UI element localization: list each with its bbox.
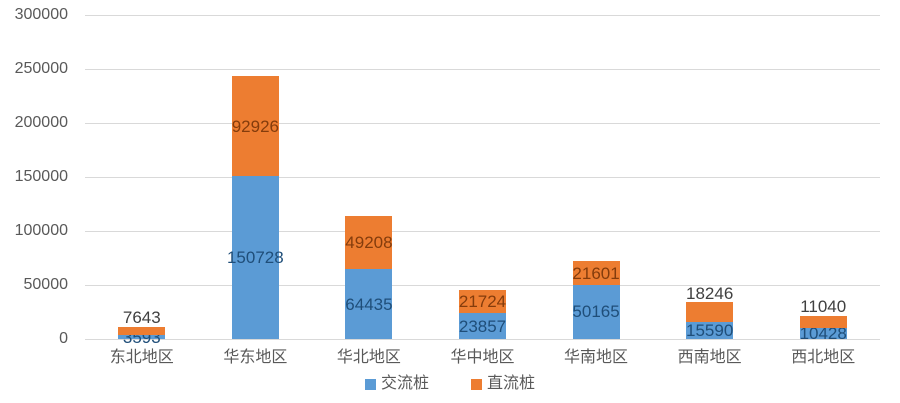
y-axis-tick-label: 250000 (14, 60, 68, 77)
bar-segment-ac (231, 176, 279, 339)
data-label-dc: 21724 (458, 292, 507, 311)
bar-segment-ac (459, 313, 506, 339)
data-label-ac: 23857 (458, 316, 507, 336)
legend-item-dc: 直流桩 (471, 374, 535, 394)
bar-segment-dc (345, 216, 393, 270)
x-axis-category-label: 华东地区 (223, 349, 288, 366)
x-axis-category-label: 华北地区 (336, 349, 401, 366)
gridline (85, 14, 880, 16)
bar-segment-dc (231, 75, 279, 177)
bar-segment-ac (345, 269, 393, 339)
legend-item-ac: 交流桩 (364, 374, 429, 394)
x-axis-category-label: 华中地区 (450, 349, 515, 366)
gridline (85, 284, 880, 286)
bar-segment-dc (799, 315, 847, 328)
legend-label-dc: 直流桩 (487, 375, 536, 392)
legend-label-ac: 交流桩 (380, 375, 429, 392)
bar-segment-dc (118, 326, 166, 336)
legend: 交流桩 直流桩 (0, 374, 900, 394)
data-label-dc: 49208 (345, 233, 393, 253)
data-label-dc: 7643 (122, 308, 161, 328)
y-axis-tick-label: 200000 (14, 114, 68, 131)
x-axis-category-label: 华南地区 (564, 349, 629, 366)
bar-segment-ac (572, 284, 620, 339)
data-label-ac: 10428 (799, 323, 847, 343)
gridline (85, 122, 880, 124)
x-axis-category-label: 西北地区 (791, 349, 856, 366)
bar-segment-ac (118, 335, 166, 339)
data-label-dc: 18246 (686, 283, 734, 303)
bar-segment-dc (686, 302, 734, 323)
legend-swatch-ac-icon (364, 378, 376, 390)
y-axis-tick-label: 300000 (14, 6, 68, 23)
y-axis-tick-label: 50000 (23, 276, 69, 293)
bar-segment-dc (459, 289, 506, 314)
x-axis-category-label: 东北地区 (109, 349, 174, 366)
y-axis-tick-label: 100000 (14, 222, 68, 239)
legend-swatch-dc-icon (471, 378, 482, 390)
bar-segment-ac (686, 322, 734, 339)
x-axis-category-label: 西南地区 (677, 349, 742, 366)
data-label-ac: 15590 (686, 321, 734, 341)
y-axis-tick-label: 0 (59, 330, 68, 347)
data-label-dc: 92926 (231, 116, 279, 136)
data-label-ac: 50165 (572, 302, 620, 322)
bar-segment-dc (572, 261, 620, 285)
data-label-dc: 21601 (572, 263, 620, 283)
gridline (85, 230, 880, 232)
gridline (85, 338, 880, 340)
gridline (85, 68, 880, 70)
y-axis-tick-label: 150000 (14, 168, 68, 185)
bar-segment-ac (799, 327, 847, 339)
gridline (85, 176, 880, 178)
data-label-ac: 64435 (345, 294, 393, 314)
data-label-dc: 11040 (800, 297, 847, 317)
data-label-ac: 150728 (226, 248, 284, 268)
